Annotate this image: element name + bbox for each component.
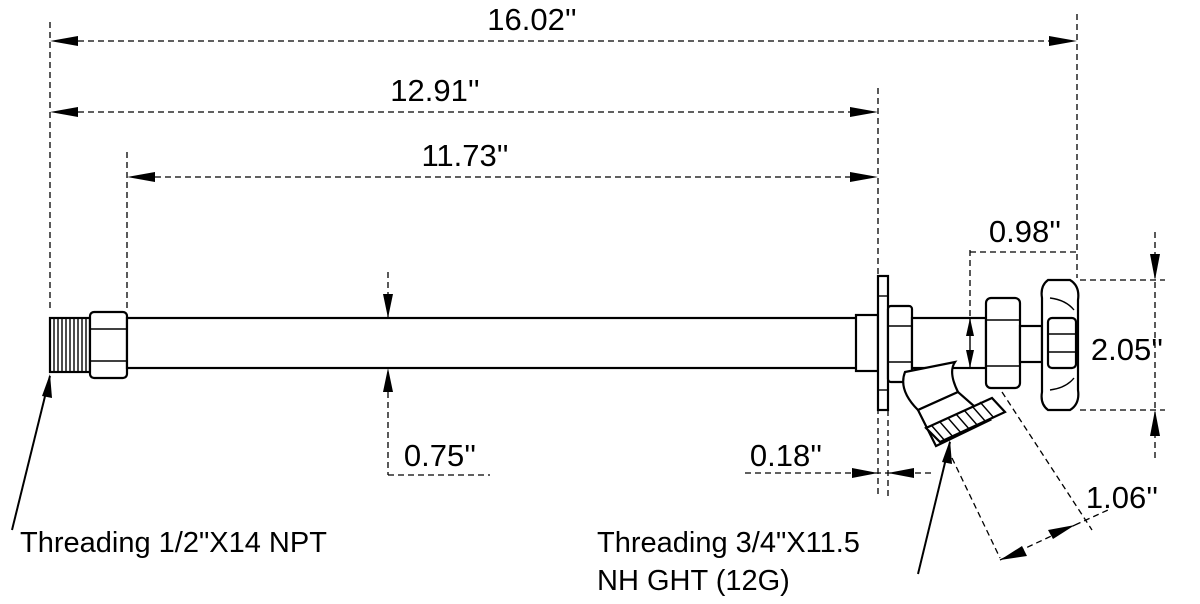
hydrant-assembly — [48, 274, 1080, 448]
dim-handle-offset: 0.98'' — [989, 214, 1061, 249]
dim-tube-diameter: 0.75'' — [404, 438, 476, 473]
handle-wheel — [1040, 278, 1080, 412]
dim-16-02 — [50, 36, 1077, 46]
main-tube — [125, 316, 860, 370]
inlet-thread — [48, 316, 92, 374]
outlet-thread-note-line2: NH GHT (12G) — [597, 565, 790, 597]
dim-12-91 — [50, 107, 878, 117]
dim-flange-thickness: 0.18'' — [750, 438, 822, 473]
dim-11-73 — [127, 172, 878, 182]
stem — [1018, 324, 1044, 364]
outlet-leader — [917, 441, 951, 575]
flange — [876, 274, 890, 412]
valve-body — [910, 316, 988, 370]
inlet-hex-nut — [88, 310, 129, 380]
collar — [854, 313, 880, 373]
dim-outlet-length: 1.06'' — [1086, 480, 1158, 515]
dim-overall-length: 16.02'' — [487, 2, 576, 37]
outlet-spout — [902, 360, 1007, 448]
dim-tube-length: 11.73'' — [421, 138, 508, 173]
dim-0-75 — [383, 294, 490, 476]
inlet-leader — [11, 375, 51, 531]
dim-2-05 — [1150, 232, 1160, 458]
bonnet-hex — [984, 296, 1022, 390]
dim-1-06 — [951, 391, 1109, 561]
outlet-thread-note-line1: Threading 3/4"X11.5 — [597, 527, 860, 559]
dim-0-18 — [745, 468, 935, 478]
inner-arrows — [966, 318, 974, 368]
extension-lines — [49, 14, 1165, 498]
inlet-thread-note: Threading 1/2"X14 NPT — [20, 527, 327, 559]
dim-handle-height: 2.05'' — [1091, 332, 1163, 367]
dim-flange-length: 12.91'' — [390, 73, 479, 108]
